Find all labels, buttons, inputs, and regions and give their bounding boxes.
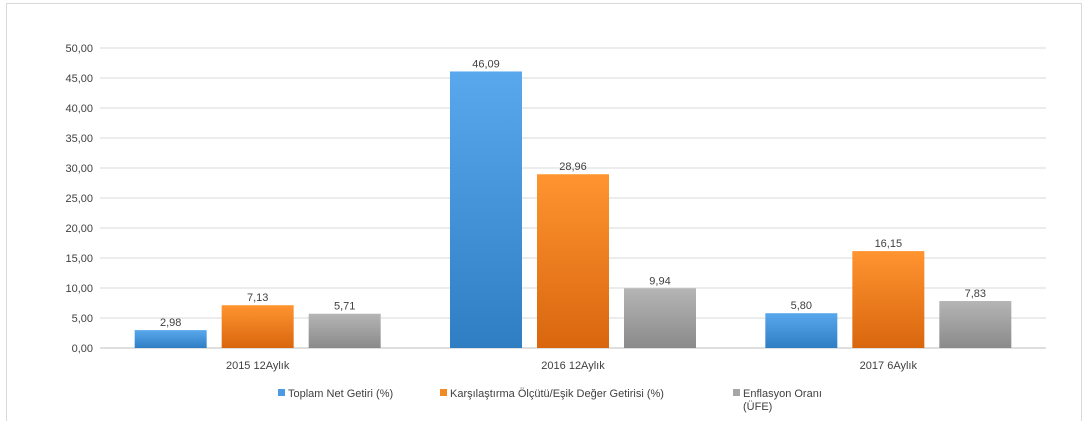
y-tick-label: 10,00 [65,283,93,295]
data-label: 5,80 [791,300,812,312]
bars [134,71,1012,349]
y-tick-label: 0,00 [72,343,93,355]
y-tick-label: 50,00 [65,43,93,55]
y-tick-label: 40,00 [65,103,93,115]
data-label: 16,15 [875,238,903,250]
data-label: 9,94 [649,275,670,287]
bar [221,305,294,348]
legend-swatch [440,389,447,396]
y-tick-label: 45,00 [65,73,93,85]
legend-swatch [278,389,285,396]
y-tick-label: 20,00 [65,223,93,235]
bar [852,251,925,348]
category-label: 2017 6Aylık [860,360,918,372]
category-label: 2016 12Aylık [541,360,605,372]
legend-label: Karşılaştırma Ölçütü/Eşik Değer Getirisi… [450,388,664,400]
bar [624,288,696,348]
data-label: 7,83 [965,288,986,300]
bar [939,301,1012,348]
y-tick-label: 15,00 [65,253,93,265]
chart-frame [6,3,1082,421]
y-tick-label: 30,00 [65,163,93,175]
data-label: 46,09 [472,58,500,70]
legend-swatch [733,389,740,396]
data-label: 5,71 [334,301,355,313]
bar [765,313,838,348]
category-label: 2015 12Aylık [226,360,290,372]
bar [450,71,522,349]
y-tick-label: 25,00 [65,193,93,205]
data-label: 2,98 [160,317,181,329]
data-label: 7,13 [247,292,268,304]
legend: Toplam Net Getiri (%) Karşılaştırma Ölçüt… [278,388,822,413]
bar [134,330,207,348]
y-tick-label: 35,00 [65,133,93,145]
data-labels: 2,98 7,13 5,71 46,09 28,96 9,94 5,80 16,15 7,83 [160,58,986,329]
legend-label: Enflasyon Oranı (ÜFE) [743,388,822,413]
data-label: 28,96 [559,161,587,173]
y-tick-label: 5,00 [72,313,93,325]
bar [537,174,609,348]
bar [308,313,381,348]
y-axis: 0,00 5,00 10,00 15,00 20,00 25,00 30,00 35,00 40… [65,43,93,355]
x-axis: 2015 12Aylık 2016 12Aylık 2017 6Aylık [226,360,918,372]
legend-label: Toplam Net Getiri (%) [288,388,393,400]
